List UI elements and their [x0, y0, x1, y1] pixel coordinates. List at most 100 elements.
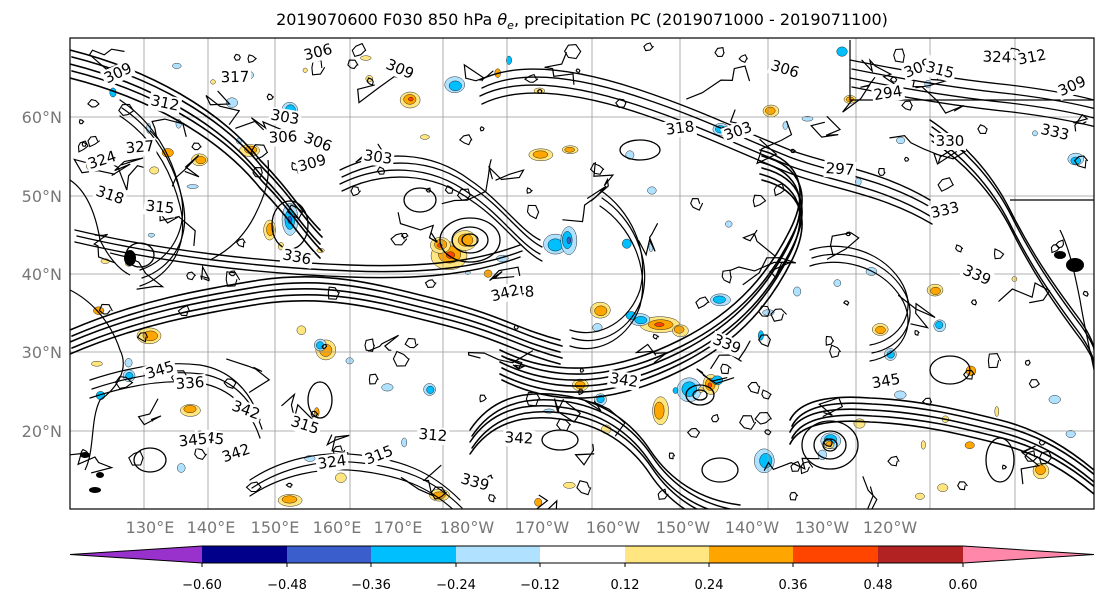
map-title: 2019070600 F030 850 hPa θe, precipitatio…	[276, 10, 888, 33]
theta-e-contour	[70, 287, 561, 353]
theta-e-contour	[789, 491, 799, 501]
theta-e-contour	[1073, 113, 1089, 132]
theta-e-contour	[535, 494, 558, 509]
theta-e-contour	[1028, 379, 1040, 389]
theta-e-contour	[71, 281, 563, 347]
theta-e-contour	[425, 187, 432, 193]
theta-e-contour	[1001, 464, 1008, 470]
contour-label: 336	[175, 373, 205, 393]
theta-e-contour	[692, 389, 708, 401]
contour-label-bg	[218, 440, 255, 467]
theta-e-contour	[404, 337, 419, 349]
theta-e-contour	[252, 167, 263, 178]
theta-e-contour	[467, 350, 533, 364]
theta-e-contour	[501, 167, 803, 387]
theta-e-contour	[903, 156, 910, 162]
theta-e-contour	[912, 80, 965, 114]
plot-area	[70, 38, 1094, 509]
theta-e-contour	[657, 488, 669, 500]
theta-e-contour	[575, 68, 581, 74]
contour-label-bg	[708, 330, 745, 359]
contour-label-bg	[823, 159, 857, 180]
theta-e-contour	[758, 334, 771, 348]
theta-e-contour	[761, 389, 772, 400]
theta-e-contour	[1082, 290, 1089, 297]
contour-label: 333	[1039, 120, 1071, 144]
theta-e-contour	[78, 119, 85, 125]
theta-e-contour	[403, 187, 437, 213]
lon-label: 150°W	[656, 518, 711, 537]
coastline	[209, 159, 270, 261]
theta-e-contour	[695, 296, 710, 309]
theta-e-contour	[424, 279, 437, 288]
contour-label: 345	[870, 370, 901, 393]
theta-e-contour	[589, 162, 605, 175]
contour-label-bg	[663, 118, 697, 139]
theta-e-contour	[461, 233, 479, 247]
theta-e-contour	[931, 126, 1094, 351]
contour-label-bg	[84, 147, 120, 174]
theta-e-contour	[307, 381, 333, 419]
theta-e-contour	[929, 355, 971, 385]
plot-frame	[69, 37, 1095, 510]
theta-e-contour	[247, 54, 257, 64]
theta-e-contour	[266, 93, 274, 101]
contour-label: 333	[929, 198, 961, 222]
contour-label-bg	[294, 150, 330, 177]
lon-label: 160°E	[313, 518, 362, 537]
colorbar-tick-label: 0.12	[611, 578, 640, 593]
land-mass	[1066, 258, 1084, 272]
theta-e-contour	[829, 344, 841, 359]
theta-e-contour	[754, 412, 772, 425]
theta-e-contour	[544, 52, 575, 85]
coastline	[70, 289, 124, 471]
theta-e-contour	[367, 334, 399, 352]
colorbar-tick-label: −0.36	[351, 578, 391, 593]
theta-e-contour	[861, 58, 903, 90]
theta-e-contour	[479, 84, 931, 217]
theta-e-contour	[513, 324, 519, 330]
contour-label: 312	[418, 425, 448, 445]
theta-e-contour	[441, 159, 492, 205]
theta-e-contour	[889, 134, 941, 163]
contour-label: 342	[504, 428, 534, 447]
theta-e-contour	[556, 418, 571, 432]
theta-e-contour	[70, 77, 321, 259]
contour-label-bg	[487, 281, 523, 306]
contour-label-bg	[457, 469, 493, 496]
contour-label-bg	[1054, 72, 1091, 101]
contour-label: 297	[825, 159, 855, 179]
lon-label: 140°E	[187, 518, 236, 537]
contour-label-bg	[502, 429, 536, 448]
theta-e-contour	[111, 157, 144, 176]
lat-label: 50°N	[22, 187, 62, 206]
theta-e-contour	[149, 118, 187, 140]
theta-e-contour	[931, 140, 1094, 365]
theta-e-contour	[842, 77, 876, 113]
theta-e-contour	[696, 368, 735, 385]
theta-e-contour	[756, 120, 793, 165]
colorbar-segment	[625, 546, 709, 563]
theta-e-contour	[390, 232, 408, 246]
theta-e-contour	[233, 53, 241, 61]
land-mass	[80, 452, 90, 458]
theta-e-contour	[998, 282, 1051, 304]
theta-e-contour	[685, 384, 715, 406]
theta-e-contour	[397, 212, 438, 243]
theta-e-contour	[200, 264, 210, 282]
theta-e-contour	[325, 434, 350, 454]
contour-label-bg	[173, 373, 207, 394]
theta-e-contour	[701, 457, 739, 483]
colorbar-segment	[202, 546, 287, 563]
theta-e-contour	[87, 98, 100, 108]
theta-e-contour	[223, 378, 237, 389]
theta-e-contour	[1020, 445, 1041, 485]
longitude-labels: 130°E 140°E 150°E 160°E 170°E 180°W 170°W 160°W…	[126, 518, 918, 537]
theta-e-contour	[70, 63, 321, 245]
lat-label: 20°N	[22, 422, 62, 441]
contour-label: 306	[268, 127, 298, 146]
land-mass	[124, 250, 136, 266]
colorbar-segment	[456, 546, 540, 563]
colorbar-segment	[878, 546, 963, 563]
contour-label-bg	[299, 128, 336, 157]
